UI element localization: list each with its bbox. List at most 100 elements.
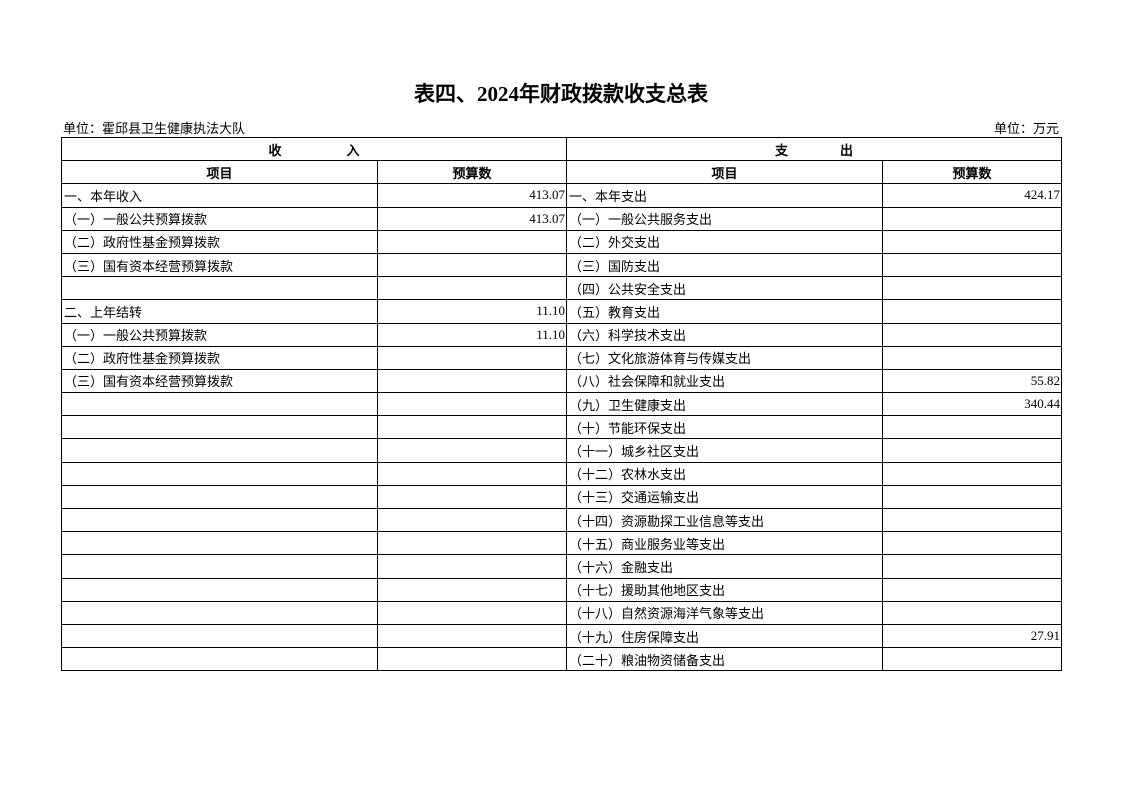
expense-item-cell: （十八）自然资源海洋气象等支出	[566, 600, 884, 625]
expense-budget-cell: 27.91	[882, 623, 1063, 649]
expense-item-cell: （十四）资源勘探工业信息等支出	[566, 507, 884, 533]
income-budget-cell	[376, 345, 568, 370]
table-row: （十九）住房保障支出 27.91	[61, 623, 1063, 649]
expense-item-cell: （六）科学技术支出	[566, 322, 884, 347]
income-budget-cell	[376, 623, 568, 649]
income-budget-cell	[376, 507, 568, 533]
income-item-cell	[61, 554, 378, 579]
income-budget-cell: 413.07	[376, 206, 568, 231]
income-budget-cell	[376, 647, 568, 672]
table-row: （十）节能环保支出	[61, 415, 1063, 440]
income-budget-cell	[376, 600, 568, 625]
expense-budget-cell	[882, 647, 1063, 672]
unit-organization: 单位：霍邱县卫生健康执法大队	[63, 121, 246, 136]
expense-budget-cell	[882, 415, 1063, 440]
income-item-cell	[61, 623, 378, 649]
expense-budget-cell	[882, 206, 1063, 231]
page-title: 表四、2024年财政拨款收支总表	[414, 82, 708, 106]
income-item-cell: （二）政府性基金预算拨款	[61, 345, 378, 370]
expense-budget-cell	[882, 438, 1063, 463]
income-item-cell: 二、上年结转	[61, 299, 378, 324]
income-budget-cell	[376, 252, 568, 278]
income-budget-cell: 11.10	[376, 299, 568, 324]
table-row: （九）卫生健康支出 340.44	[61, 392, 1063, 417]
expense-item-cell: （十三）交通运输支出	[566, 484, 884, 510]
expense-budget-cell	[882, 531, 1063, 556]
income-item-cell	[61, 531, 378, 556]
income-budget-cell	[376, 531, 568, 556]
expense-item-cell: （十）节能环保支出	[566, 415, 884, 440]
expense-item-cell: （四）公共安全支出	[566, 276, 884, 301]
income-item-cell	[61, 484, 378, 510]
expense-item-cell: （十二）农林水支出	[566, 461, 884, 486]
income-item-cell	[61, 276, 378, 301]
expense-item-cell: （十九）住房保障支出	[566, 623, 884, 649]
expense-item-cell: （九）卫生健康支出	[566, 392, 884, 417]
income-item-cell	[61, 392, 378, 417]
table-row: （十五）商业服务业等支出	[61, 531, 1063, 556]
expense-budget-cell	[882, 507, 1063, 533]
income-item-cell: （二）政府性基金预算拨款	[61, 229, 378, 254]
table-row: （十二）农林水支出	[61, 461, 1063, 486]
expense-budget-cell: 424.17	[882, 183, 1063, 208]
table-row: （十一）城乡社区支出	[61, 438, 1063, 463]
expense-budget-cell	[882, 484, 1063, 510]
expense-budget-cell	[882, 577, 1063, 602]
expense-item-cell: （五）教育支出	[566, 299, 884, 324]
income-item-cell	[61, 647, 378, 672]
unit-currency: 单位：万元	[993, 121, 1059, 136]
table-row: （一）一般公共预算拨款 413.07 （一）一般公共服务支出	[61, 206, 1063, 231]
income-budget-cell: 413.07	[376, 183, 568, 208]
income-header: 收 入	[60, 136, 568, 162]
income-budget-cell	[376, 577, 568, 602]
expense-budget-cell	[882, 345, 1063, 370]
income-budget-cell	[376, 461, 568, 486]
expense-item-header: 项目	[566, 160, 884, 185]
expense-budget-cell	[882, 554, 1063, 579]
table-row: （三）国有资本经营预算拨款 （八）社会保障和就业支出 55.82	[61, 368, 1063, 394]
table-row: （一）一般公共预算拨款 11.10 （六）科学技术支出	[61, 322, 1063, 347]
income-budget-cell	[376, 554, 568, 579]
expense-budget-header: 预算数	[882, 160, 1063, 185]
table-row: （十七）援助其他地区支出	[61, 577, 1063, 602]
income-budget-cell	[376, 415, 568, 440]
budget-table: 收 入 支 出 项目 预算数 项目 预算数 一、本年收入 413.07 一、本年支出…	[60, 136, 1063, 672]
income-budget-cell	[376, 276, 568, 301]
expense-budget-cell	[882, 600, 1063, 625]
expense-header: 支 出	[566, 136, 1063, 162]
expense-budget-cell	[882, 276, 1063, 301]
table-row: （二十）粮油物资储备支出	[61, 647, 1063, 672]
income-item-cell: （三）国有资本经营预算拨款	[61, 368, 378, 394]
expense-budget-cell: 340.44	[882, 392, 1063, 417]
table-row: （十三）交通运输支出	[61, 484, 1063, 510]
expense-budget-cell	[882, 252, 1063, 278]
income-budget-cell	[376, 392, 568, 417]
expense-item-cell: （七）文化旅游体育与传媒支出	[566, 345, 884, 370]
income-item-cell	[61, 507, 378, 533]
income-item-header: 项目	[61, 160, 378, 185]
income-budget-cell: 11.10	[376, 322, 568, 347]
expense-item-cell: （三）国防支出	[566, 252, 884, 278]
table-row: 二、上年结转 11.10 （五）教育支出	[61, 299, 1063, 324]
expense-item-cell: （二十）粮油物资储备支出	[566, 647, 884, 672]
income-item-cell	[61, 577, 378, 602]
expense-budget-cell	[882, 461, 1063, 486]
table-row: （二）政府性基金预算拨款 （七）文化旅游体育与传媒支出	[61, 345, 1063, 370]
expense-item-cell: 一、本年支出	[566, 183, 884, 208]
income-item-cell: （一）一般公共预算拨款	[61, 322, 378, 347]
table-row: （十八）自然资源海洋气象等支出	[61, 600, 1063, 625]
expense-budget-cell: 55.82	[882, 368, 1063, 394]
income-budget-cell	[376, 368, 568, 394]
table-row: 一、本年收入 413.07 一、本年支出 424.17	[61, 183, 1063, 208]
income-budget-cell	[376, 229, 568, 254]
table-row: （三）国有资本经营预算拨款 （三）国防支出	[61, 252, 1063, 278]
table-row: （十四）资源勘探工业信息等支出	[61, 507, 1063, 533]
expense-item-cell: （十七）援助其他地区支出	[566, 577, 884, 602]
expense-item-cell: （十五）商业服务业等支出	[566, 531, 884, 556]
header-row-columns: 项目 预算数 项目 预算数	[61, 160, 1063, 185]
expense-budget-cell	[882, 229, 1063, 254]
income-item-cell: （三）国有资本经营预算拨款	[61, 252, 378, 278]
table-row: （四）公共安全支出	[61, 276, 1063, 301]
income-item-cell	[61, 415, 378, 440]
income-item-cell: （一）一般公共预算拨款	[61, 206, 378, 231]
